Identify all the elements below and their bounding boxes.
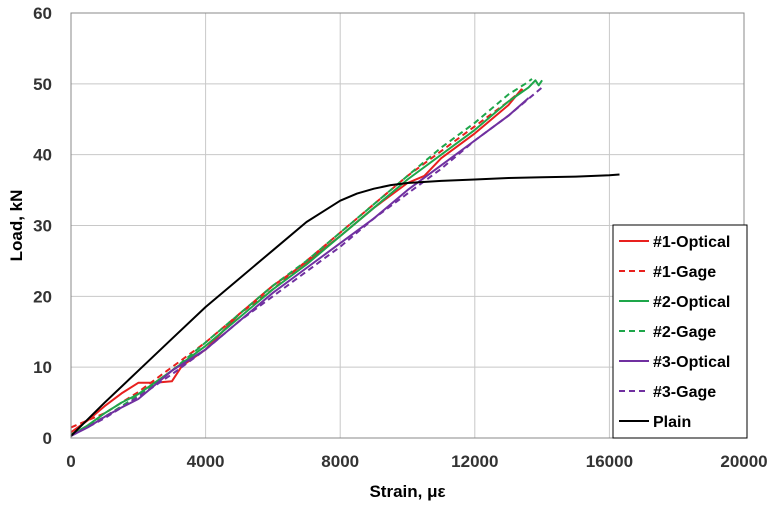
- series-line-7: [70, 173, 620, 437]
- series-line-4: [70, 78, 533, 436]
- legend-label: #3-Optical: [653, 354, 730, 371]
- x-tick-label: 8000: [321, 452, 359, 471]
- y-tick-label: 40: [33, 146, 52, 165]
- y-tick-label: 20: [33, 287, 52, 306]
- x-tick-label: 20000: [720, 452, 767, 471]
- y-tick-label: 0: [43, 429, 52, 448]
- legend-label: Plain: [653, 414, 691, 431]
- y-tick-label: 50: [33, 75, 52, 94]
- legend-label: #1-Gage: [653, 264, 716, 281]
- legend-label: #2-Optical: [653, 294, 730, 311]
- y-tick-label: 30: [33, 217, 52, 236]
- x-tick-label: 0: [66, 452, 75, 471]
- tick-labels: 0 4000 8000 12000 16000 20000 0 10 20 30 40 50 60: [33, 4, 768, 471]
- x-tick-label: 16000: [586, 452, 633, 471]
- legend-box: [612, 224, 748, 439]
- legend: #1-Optical #1-Gage #2-Optical #2-Gage #3-Opt…: [612, 224, 748, 439]
- legend-label: #2-Gage: [653, 324, 716, 341]
- series-line-3: [70, 79, 543, 437]
- series-line-6: [70, 86, 543, 437]
- legend-label: #1-Optical: [653, 234, 730, 251]
- legend-label: #3-Gage: [653, 384, 716, 401]
- series-line-1: [70, 88, 523, 434]
- y-tick-label: 10: [33, 358, 52, 377]
- y-tick-label: 60: [33, 4, 52, 23]
- series-line-2: [70, 86, 526, 429]
- series-layer: [70, 78, 620, 437]
- x-tick-label: 4000: [187, 452, 225, 471]
- x-axis-title: Strain, με: [369, 482, 445, 501]
- y-axis-title: Load, kN: [7, 190, 26, 262]
- x-tick-label: 12000: [451, 452, 498, 471]
